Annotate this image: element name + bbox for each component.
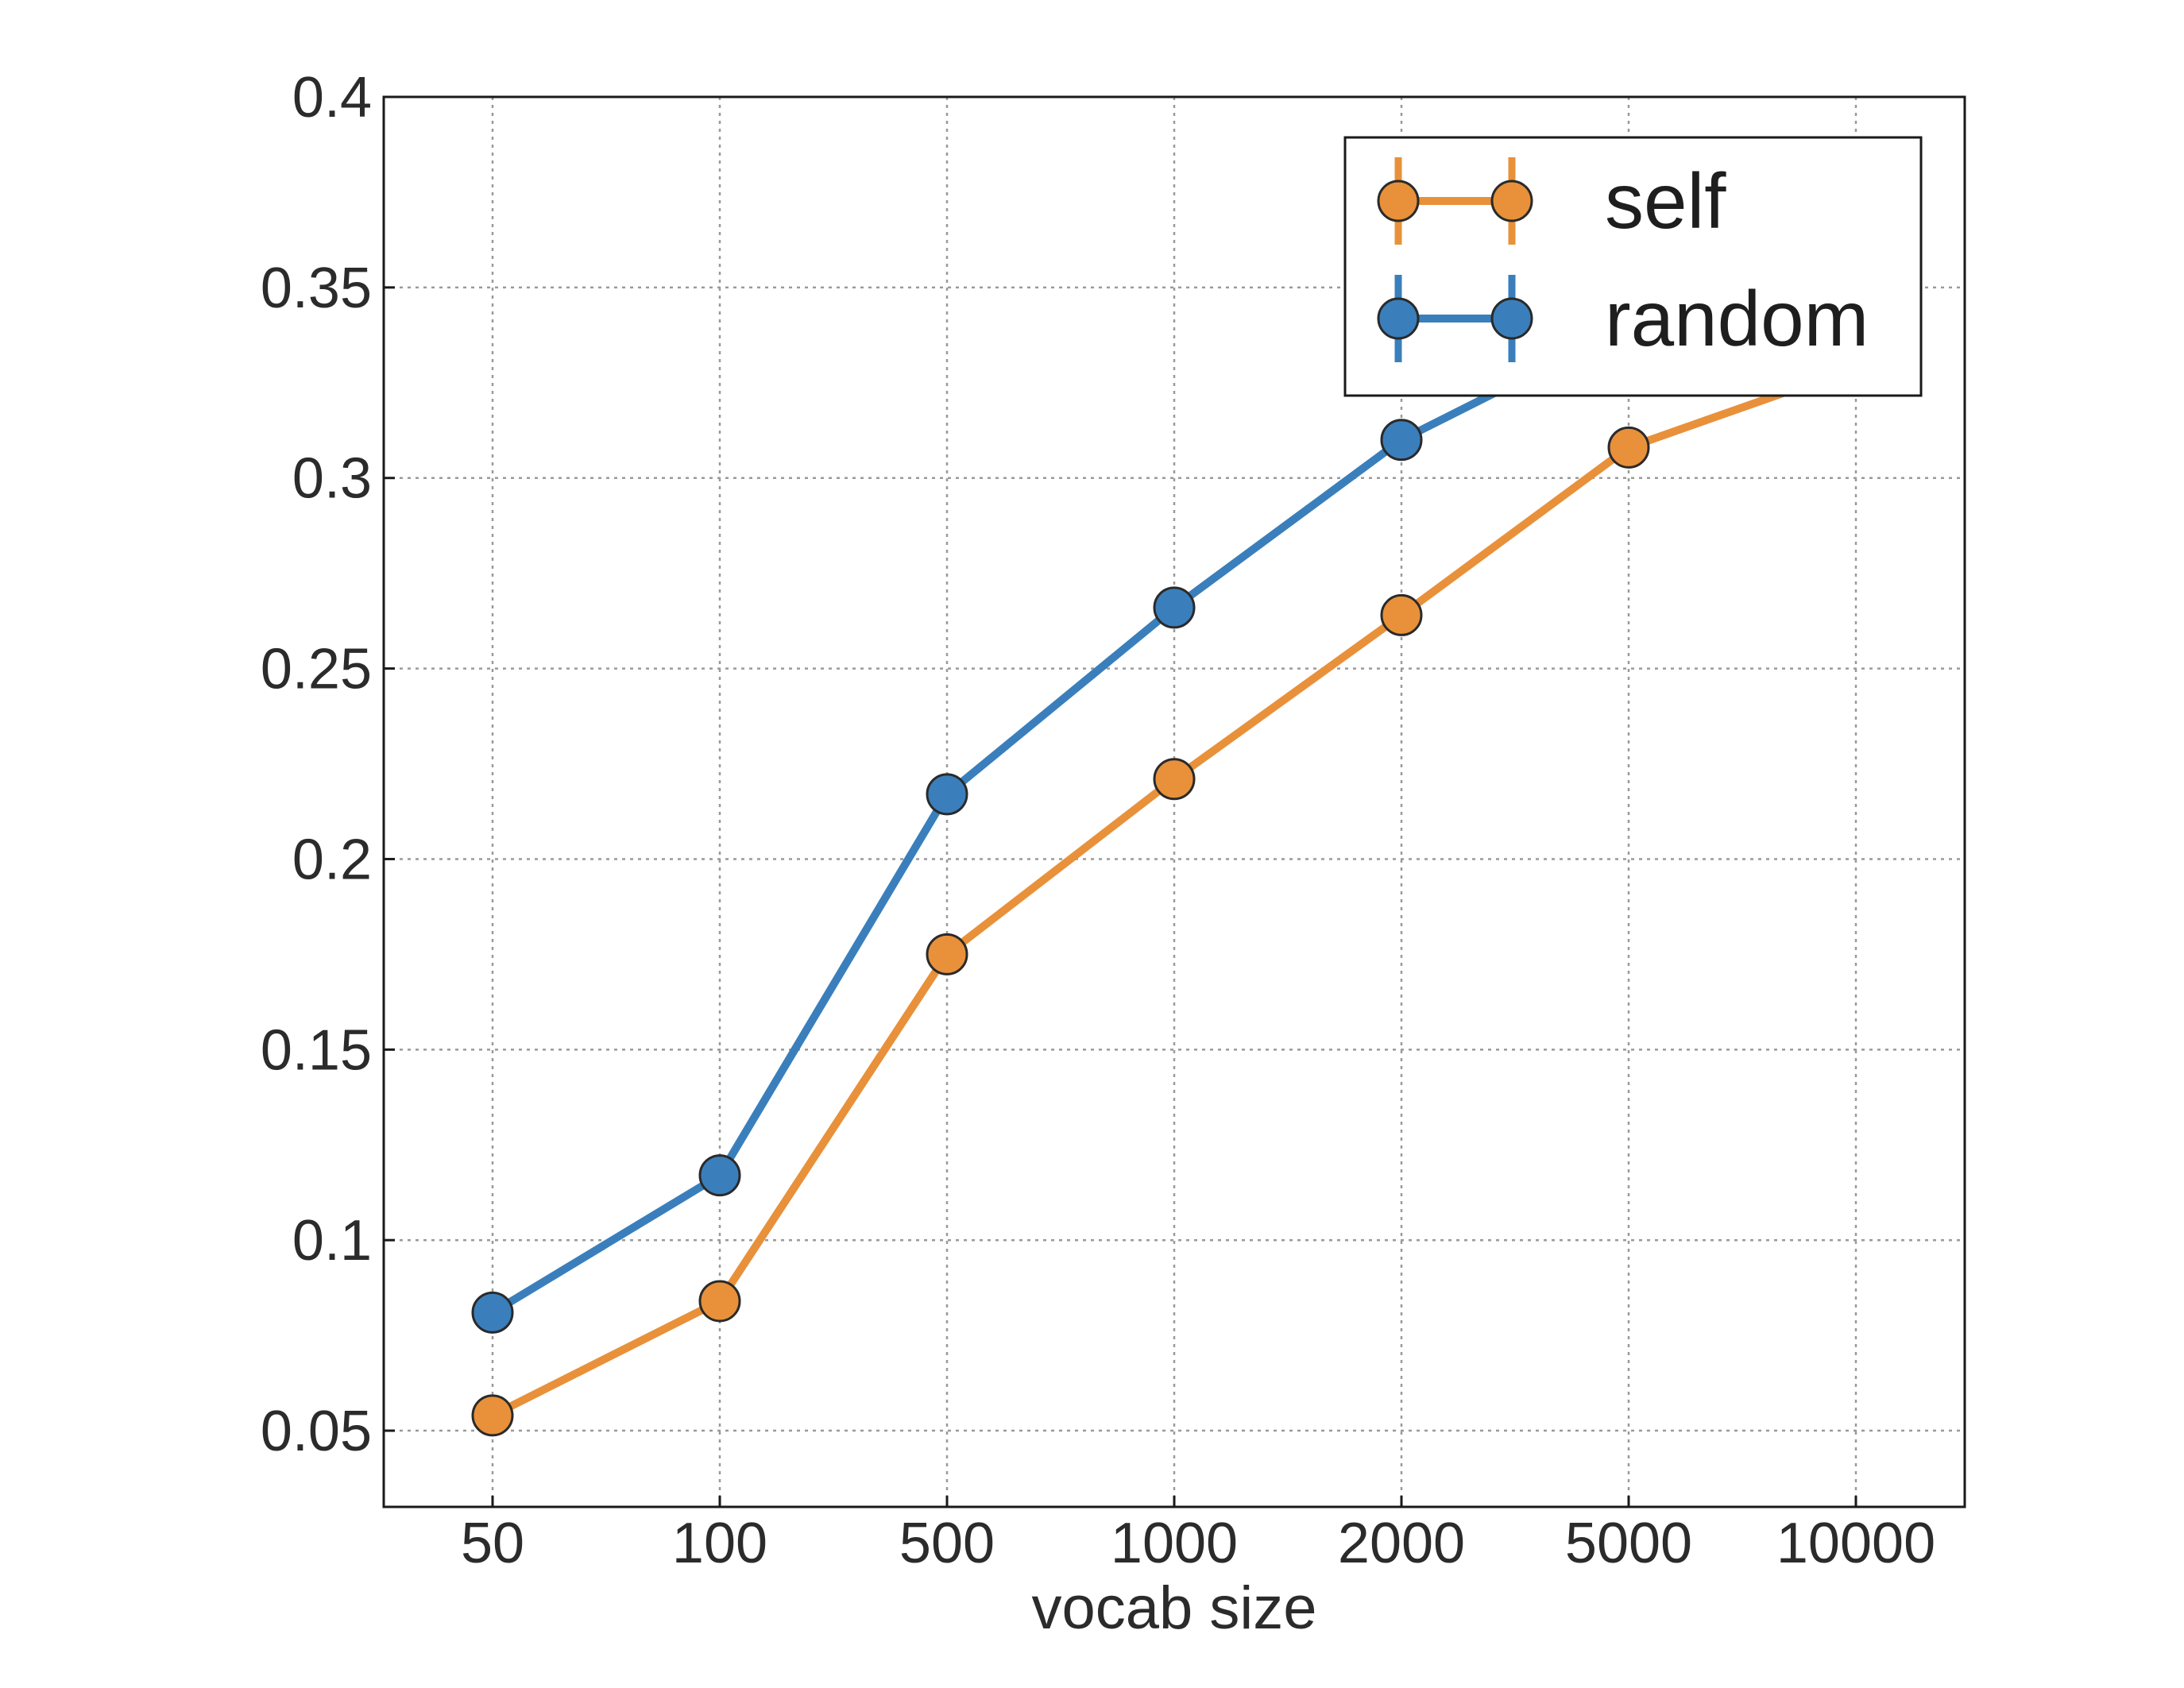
legend-marker [1377, 297, 1420, 340]
data-point-self [471, 1394, 514, 1437]
x-tick-labels: 50 100 500 1000 2000 5000 10000 [461, 1496, 1935, 1575]
y-tick-label: 0.35 [261, 257, 372, 320]
legend-marker [1490, 180, 1533, 222]
x-tick-label: 500 [899, 1512, 995, 1575]
x-tick-label: 5000 [1565, 1512, 1692, 1575]
data-point-self [1380, 593, 1423, 636]
data-point-random [1153, 586, 1196, 629]
y-tick-label: 0.4 [292, 66, 372, 129]
x-tick-label: 50 [461, 1512, 524, 1575]
legend-entry-self: self [1377, 157, 1726, 245]
y-tick-label: 0.15 [261, 1018, 372, 1082]
legend-marker [1490, 297, 1533, 340]
data-point-random [698, 1154, 741, 1197]
data-point-random [926, 773, 968, 816]
data-point-random [471, 1291, 514, 1334]
legend-label: self [1605, 157, 1726, 245]
legend-entry-random: random [1377, 275, 1869, 362]
data-point-self [698, 1280, 741, 1323]
x-tick-label: 1000 [1111, 1512, 1238, 1575]
legend-frame [1343, 136, 1923, 397]
data-point-self [926, 933, 968, 975]
x-tick-label: 100 [672, 1512, 767, 1575]
legend-marker [1377, 180, 1420, 222]
y-tick-label: 0.3 [292, 447, 372, 511]
y-tick-labels: 0.05 0.1 0.15 0.2 0.25 0.3 0.35 0.4 [261, 66, 395, 1463]
data-point-random [1380, 419, 1423, 462]
legend: self random [1343, 136, 1923, 397]
y-tick-label: 0.2 [292, 828, 372, 891]
data-point-self [1607, 426, 1650, 469]
y-tick-label: 0.05 [261, 1400, 372, 1463]
x-axis-label: vocab size [1031, 1574, 1316, 1642]
x-tick-label: 2000 [1338, 1512, 1465, 1575]
legend-label: random [1605, 275, 1869, 362]
y-tick-label: 0.25 [261, 638, 372, 701]
x-tick-label: 10000 [1776, 1512, 1935, 1575]
y-tick-label: 0.1 [292, 1209, 372, 1273]
data-point-self [1153, 758, 1196, 801]
